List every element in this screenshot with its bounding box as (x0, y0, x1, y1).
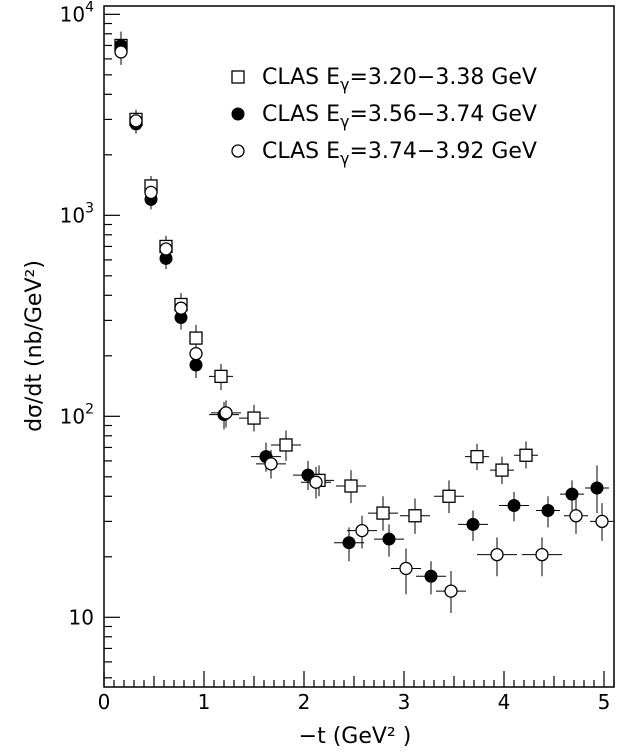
data-point-series-1 (519, 448, 533, 462)
legend-marker-3 (231, 144, 245, 158)
plot-frame (103, 5, 615, 688)
data-point-series-3 (159, 242, 173, 256)
legend-entry-2: CLAS Eγ=3.56−3.74 GeV (262, 102, 537, 131)
legend-entry-3: CLAS Eγ=3.74−3.92 GeV (262, 139, 537, 168)
data-point-series-3 (174, 301, 188, 315)
x-tick-label: 2 (298, 690, 311, 714)
data-point-series-3 (569, 509, 583, 523)
data-point-series-3 (490, 547, 504, 562)
legend-range: =3.20−3.38 GeV (350, 65, 537, 90)
y-tick-label-exponent: 2 (85, 401, 94, 417)
legend-subscript: γ (340, 75, 349, 94)
y-tick-label-base: 10 (69, 605, 94, 629)
data-point-series-3 (595, 514, 609, 529)
data-point-series-1 (247, 411, 261, 425)
data-point-series-1 (376, 506, 390, 520)
x-tick-label: 5 (598, 690, 611, 714)
x-tick-label: 1 (198, 690, 211, 714)
x-axis-label: −t (GeV² ) (299, 724, 412, 749)
data-point-series-3 (129, 114, 143, 128)
axis-ticks (103, 13, 615, 687)
data-point-series-2 (590, 481, 604, 495)
legend-marker-2 (231, 107, 245, 121)
legend-subscript: γ (340, 112, 349, 131)
legend-entry-1: CLAS Eγ=3.20−3.38 GeV (262, 65, 537, 94)
y-tick-label-base: 10 (60, 2, 85, 26)
y-tick-label: 103 (60, 200, 94, 227)
data-point-series-2 (466, 517, 480, 531)
data-point-series-1 (442, 489, 456, 503)
legend-name: CLAS E (262, 139, 340, 164)
data-point-series-2 (189, 358, 203, 372)
data-point-series-1 (408, 509, 422, 523)
data-point-series-3 (219, 406, 233, 420)
y-tick-label-exponent: 3 (85, 200, 94, 216)
data-point-series-3 (189, 346, 203, 361)
data-point-series-3 (399, 561, 413, 576)
data-point-series-2 (424, 569, 438, 583)
y-tick-label-base: 10 (60, 203, 85, 227)
x-tick-label: 4 (498, 690, 511, 714)
data-point-series-1 (279, 438, 293, 452)
data-point-series-3 (535, 547, 549, 562)
legend-subscript: γ (340, 149, 349, 168)
data-point-series-1 (189, 331, 203, 345)
x-tick-label: 0 (98, 690, 111, 714)
legend-range: =3.56−3.74 GeV (350, 102, 537, 127)
data-point-series-2 (507, 498, 521, 512)
data-point-series-1 (344, 479, 358, 493)
x-tick-label: 3 (398, 690, 411, 714)
data-point-series-3 (444, 584, 458, 598)
data-point-series-2 (541, 503, 555, 517)
data-point-series-1 (214, 369, 228, 384)
data-point-series-2 (565, 487, 579, 501)
data-point-series-2 (382, 532, 396, 546)
data-point-series-3 (114, 45, 128, 59)
y-tick-label-exponent: 4 (85, 0, 94, 15)
y-tick-label: 104 (60, 0, 94, 26)
legend-marker-1 (231, 70, 245, 84)
legend-name: CLAS E (262, 65, 340, 90)
y-axis-label: dσ/dt (nb/GeV²) (22, 260, 47, 432)
y-tick-label-base: 10 (60, 404, 85, 428)
y-tick-label: 102 (60, 401, 94, 428)
data-point-series-3 (144, 185, 158, 200)
data-point-series-3 (309, 475, 323, 489)
data-point-series-3 (264, 457, 278, 471)
data-point-series-1 (495, 463, 509, 477)
data-point-series-1 (470, 449, 484, 464)
legend-name: CLAS E (262, 102, 340, 127)
data-point-series-2 (342, 536, 356, 550)
legend-range: =3.74−3.92 GeV (350, 139, 537, 164)
data-point-series-3 (355, 523, 369, 538)
y-tick-label: 10 (69, 605, 94, 629)
data-markers (114, 38, 609, 598)
